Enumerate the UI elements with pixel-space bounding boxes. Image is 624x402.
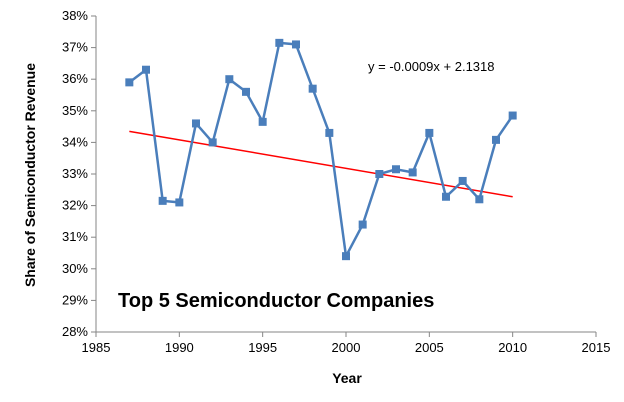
tick-labels: 28% 29% 30% 31% 32% 33% 34% 35% 36% 37% 38% 1985 199… (62, 8, 610, 355)
data-point (242, 87, 250, 96)
data-point (275, 38, 284, 47)
x-tick-label: 2015 (582, 340, 611, 355)
x-tick-label: 1995 (248, 340, 277, 355)
data-point (392, 165, 400, 174)
axes (91, 15, 597, 337)
data-point (375, 170, 384, 178)
data-series (125, 38, 517, 261)
data-point (408, 168, 417, 177)
data-point (475, 195, 484, 204)
data-point (458, 176, 467, 185)
y-axis-title: Share of Semiconductor Revenue (22, 63, 38, 287)
data-point (258, 117, 267, 126)
data-point (192, 119, 200, 128)
chart-title: Top 5 Semiconductor Companies (118, 290, 434, 312)
data-point (208, 138, 217, 147)
y-tick-label: 29% (62, 292, 88, 307)
data-point (125, 78, 134, 87)
x-tick-label: 1985 (82, 340, 111, 355)
y-tick-label: 33% (62, 166, 88, 181)
y-tick-label: 32% (62, 198, 88, 213)
y-tick-label: 38% (62, 8, 88, 23)
data-point (308, 84, 317, 93)
data-point (325, 128, 334, 137)
y-tick-label: 28% (62, 324, 88, 339)
data-point (175, 198, 184, 207)
data-point (508, 111, 517, 120)
data-point (492, 135, 500, 144)
y-tick-label: 34% (62, 134, 88, 149)
data-point (158, 196, 167, 205)
data-point (442, 192, 450, 201)
y-tick-label: 36% (62, 71, 88, 86)
data-point (142, 65, 150, 74)
y-tick-label: 30% (62, 261, 88, 276)
data-point (225, 75, 234, 84)
x-tick-label: 2000 (332, 340, 361, 355)
trendline-equation: y = -0.0009x + 2.1318 (368, 59, 494, 74)
y-tick-label: 37% (62, 40, 88, 55)
data-point (358, 220, 367, 229)
data-point (292, 40, 300, 49)
x-tick-label: 2005 (415, 340, 444, 355)
x-axis-title: Year (332, 370, 362, 386)
data-point (342, 252, 350, 261)
x-tick-label: 2010 (498, 340, 527, 355)
data-point (425, 128, 434, 137)
x-tick-label: 1990 (165, 340, 194, 355)
y-tick-label: 31% (62, 229, 88, 244)
y-tick-label: 35% (62, 103, 88, 118)
